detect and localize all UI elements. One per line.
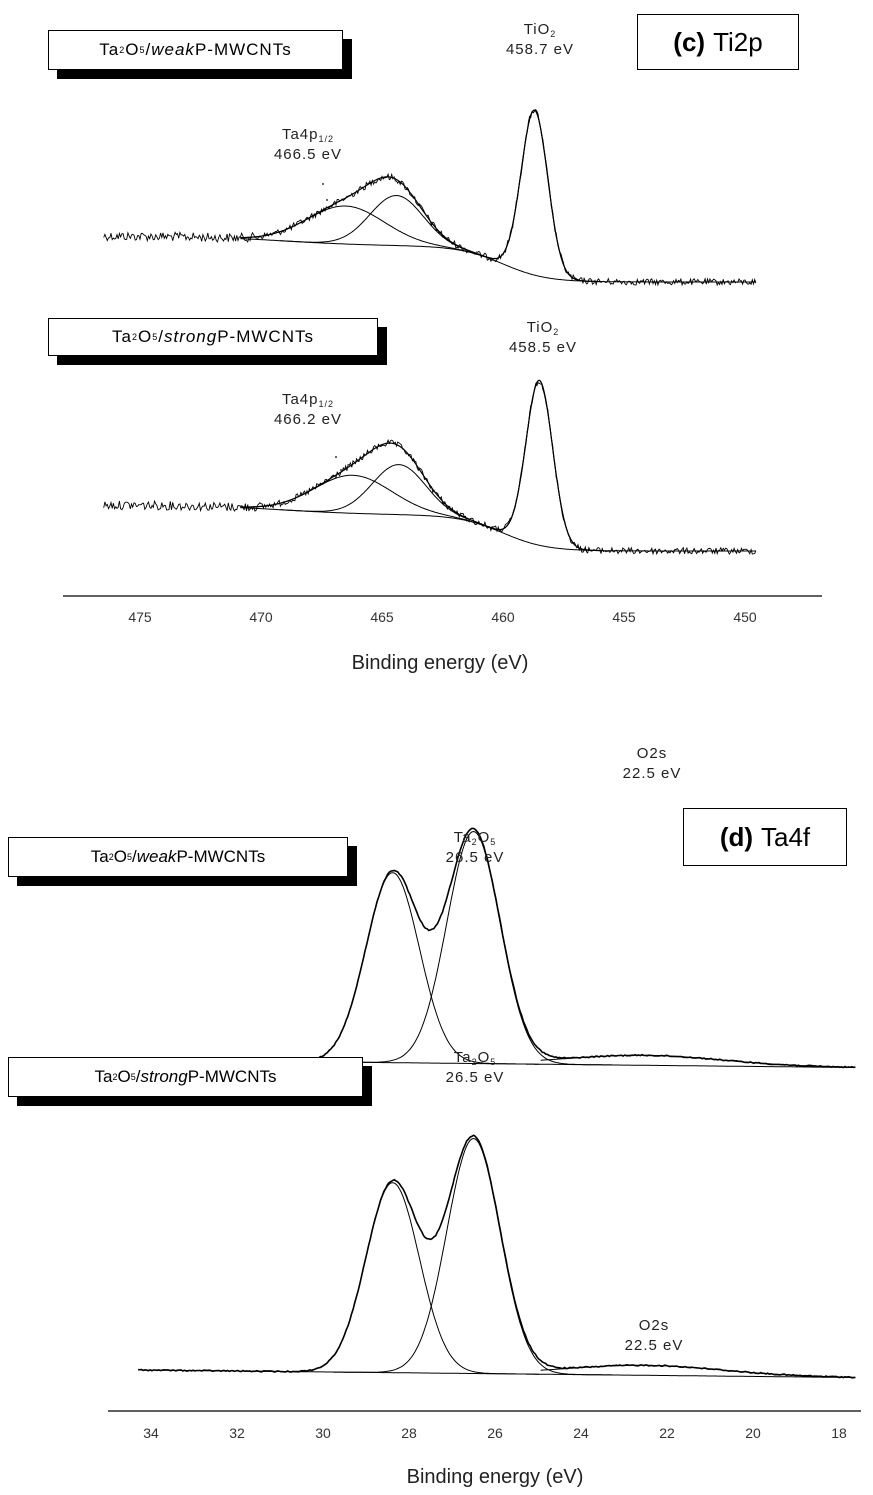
- leader-dot-c-weak: [322, 183, 324, 185]
- tick-label-d-0: 34: [143, 1425, 159, 1441]
- legend-d-weak: Ta 2 O 5/weak P-MWCNTs: [8, 837, 348, 877]
- legend-c-weak: Ta 2 O 5/weak P-MWCNTs: [48, 30, 343, 70]
- tick-label-d-2: 30: [315, 1425, 331, 1441]
- tick-label-c-4: 455: [612, 609, 636, 625]
- spectrum-c-weak-ta-shoulder-component: [280, 194, 470, 252]
- peak-label-d-weak-o2s: O2s 22.5 eV: [622, 745, 682, 783]
- tick-label-c-5: 450: [733, 609, 757, 625]
- panel-d-title: (d) Ta4f: [683, 808, 847, 866]
- tick-label-d-5: 24: [573, 1425, 589, 1441]
- tick-label-d-7: 20: [745, 1425, 761, 1441]
- peak-label-c-strong-ta4p: Ta4p1/2 466.2 eV: [273, 391, 343, 429]
- spectrum-c-strong-raw-data: [103, 381, 757, 556]
- x-axis-label-c: Binding energy (eV): [351, 652, 529, 674]
- peak-label-d-weak-ta2o5: Ta2O5 26.5 eV: [445, 829, 505, 867]
- leader-dot-c-weak: [326, 199, 328, 201]
- tick-label-c-1: 470: [249, 609, 273, 625]
- spectrum-c-weak-background: [240, 238, 756, 283]
- spectrum-c-weak-ta4p-component: [240, 205, 470, 253]
- panel-c-title: (c) Ti2p: [637, 14, 799, 70]
- spectrum-d-weak-ta4f72-component: [330, 830, 620, 1066]
- tick-label-d-3: 28: [401, 1425, 417, 1441]
- peak-label-d-strong-ta2o5: Ta2O5 26.5 eV: [445, 1049, 505, 1087]
- legend-c-strong: Ta 2 O 5/strong P-MWCNTs: [48, 318, 378, 356]
- legend-d-strong: Ta 2 O 5/strong P-MWCNTs: [8, 1057, 363, 1097]
- spectrum-c-weak-tio2-component: [470, 109, 600, 283]
- tick-label-d-6: 22: [659, 1425, 675, 1441]
- spectrum-c-strong-ta-shoulder-component: [280, 464, 470, 521]
- leader-dot-c-strong: [335, 456, 337, 458]
- tick-label-d-1: 32: [229, 1425, 245, 1441]
- tick-label-c-0: 475: [128, 609, 152, 625]
- leader-dot-c-strong: [340, 469, 342, 471]
- peak-label-c-weak-ta4p: Ta4p1/2 466.5 eV: [273, 126, 343, 164]
- spectrum-c-strong-background: [240, 507, 756, 552]
- peak-label-c-weak-tio2: TiO2 458.7 eV: [505, 21, 575, 59]
- peak-label-d-strong-o2s: O2s 22.5 eV: [624, 1317, 684, 1355]
- x-axis-label-d: Binding energy (eV): [406, 1466, 584, 1488]
- tick-label-c-2: 465: [370, 609, 394, 625]
- spectrum-c-strong-tio2-component: [470, 379, 600, 552]
- peak-label-c-strong-tio2: TiO2 458.5 eV: [508, 319, 578, 357]
- spectrum-c-strong-ta4p-component: [240, 474, 470, 522]
- spectrum-d-strong-ta4f72-component: [330, 1137, 620, 1376]
- tick-label-d-8: 18: [831, 1425, 847, 1441]
- spectrum-d-strong-fit-envelope: [138, 1134, 856, 1379]
- spectrum-c-weak-raw-data: [103, 108, 757, 287]
- tick-label-c-3: 460: [491, 609, 515, 625]
- tick-label-d-4: 26: [487, 1425, 503, 1441]
